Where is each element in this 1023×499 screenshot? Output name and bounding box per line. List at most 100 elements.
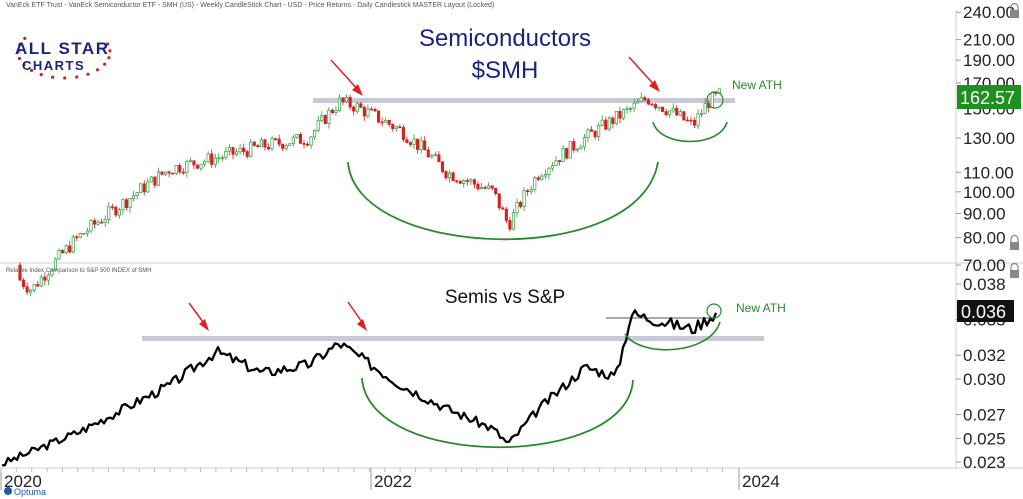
candle bbox=[355, 103, 359, 112]
candle bbox=[369, 108, 374, 111]
candle bbox=[306, 143, 310, 146]
candle bbox=[455, 180, 459, 183]
relative-strength-line bbox=[1, 309, 718, 467]
candle bbox=[174, 165, 178, 174]
candle bbox=[387, 119, 391, 125]
lock-icon[interactable] bbox=[1010, 262, 1019, 278]
candle bbox=[217, 157, 221, 160]
candle bbox=[625, 107, 629, 111]
lock-icon[interactable] bbox=[1010, 2, 1019, 19]
candle bbox=[188, 160, 192, 163]
candle bbox=[614, 111, 618, 124]
candle bbox=[100, 221, 104, 224]
candle bbox=[263, 139, 267, 148]
candle bbox=[266, 146, 271, 150]
candle bbox=[259, 139, 263, 148]
candle bbox=[366, 108, 370, 117]
candle bbox=[164, 171, 168, 175]
candle bbox=[160, 171, 164, 175]
candle bbox=[554, 160, 558, 166]
candle bbox=[416, 138, 420, 150]
candle bbox=[380, 121, 384, 124]
candle bbox=[678, 111, 682, 116]
candle bbox=[249, 141, 253, 157]
candle bbox=[518, 201, 523, 207]
candle bbox=[192, 160, 196, 166]
bottom-ath-circle bbox=[706, 303, 722, 319]
candle bbox=[377, 110, 381, 123]
candle bbox=[373, 108, 377, 112]
candle bbox=[345, 96, 349, 103]
candle bbox=[110, 206, 114, 209]
candle bbox=[650, 103, 654, 106]
candle bbox=[405, 139, 409, 144]
candle bbox=[433, 154, 437, 157]
bottom-small-bowl bbox=[624, 321, 721, 351]
candle bbox=[703, 103, 707, 114]
candle bbox=[320, 115, 324, 121]
candle bbox=[668, 110, 672, 116]
candle bbox=[61, 250, 65, 254]
candle bbox=[92, 220, 97, 225]
candle bbox=[501, 207, 505, 210]
candle bbox=[128, 198, 132, 208]
candle bbox=[550, 165, 555, 169]
candle bbox=[490, 185, 494, 189]
candle bbox=[146, 181, 150, 193]
candle bbox=[156, 171, 161, 186]
x-tick-label: 2020 bbox=[4, 472, 42, 491]
candle bbox=[178, 165, 182, 173]
candle bbox=[316, 120, 320, 131]
candle bbox=[497, 193, 501, 209]
candle bbox=[419, 140, 423, 150]
candle bbox=[632, 102, 636, 109]
candle bbox=[682, 111, 686, 121]
candle bbox=[171, 172, 175, 175]
candle bbox=[522, 190, 526, 207]
candle bbox=[618, 111, 622, 119]
top-ath-circle bbox=[706, 91, 724, 109]
top-arrow-right bbox=[628, 56, 660, 92]
candle bbox=[629, 107, 633, 110]
top-cup-bowl bbox=[347, 161, 659, 241]
candle bbox=[692, 120, 697, 126]
candle bbox=[323, 115, 327, 124]
candle bbox=[139, 183, 143, 193]
candle bbox=[700, 113, 704, 115]
candle bbox=[181, 171, 185, 174]
candle bbox=[579, 146, 583, 150]
candle bbox=[384, 119, 388, 123]
candle bbox=[440, 161, 445, 172]
top-y-tick-label: 190.00 bbox=[963, 51, 1015, 70]
candle bbox=[408, 142, 413, 145]
candle bbox=[142, 183, 146, 193]
bottom-y-tick-label: 0.023 bbox=[963, 453, 1006, 472]
candle bbox=[220, 157, 224, 159]
candle bbox=[203, 161, 207, 165]
candle bbox=[621, 109, 626, 119]
top-y-tick-label: 100.00 bbox=[963, 183, 1015, 202]
logo-stars-icon bbox=[16, 36, 112, 80]
candle bbox=[458, 181, 462, 184]
lock-icon[interactable] bbox=[1010, 234, 1019, 250]
candle bbox=[558, 160, 562, 163]
candle bbox=[64, 245, 68, 254]
candle bbox=[53, 258, 58, 271]
candle bbox=[448, 172, 452, 179]
candle bbox=[327, 109, 331, 124]
candle bbox=[235, 151, 239, 155]
top-last-value-badge bbox=[957, 85, 1021, 109]
candle bbox=[96, 221, 100, 225]
bottom-arrow-right bbox=[347, 301, 367, 331]
candle bbox=[675, 107, 679, 116]
bottom-cup-bowl bbox=[361, 377, 634, 449]
candle bbox=[132, 195, 136, 199]
optuma-logo: Optuma bbox=[4, 487, 46, 497]
bottom-title: Semis vs S&P bbox=[445, 287, 565, 308]
candle bbox=[423, 140, 427, 151]
candle bbox=[238, 147, 242, 153]
candle bbox=[437, 154, 441, 163]
top-arrow-left bbox=[330, 59, 363, 96]
candle bbox=[508, 220, 512, 230]
candle bbox=[604, 119, 608, 130]
